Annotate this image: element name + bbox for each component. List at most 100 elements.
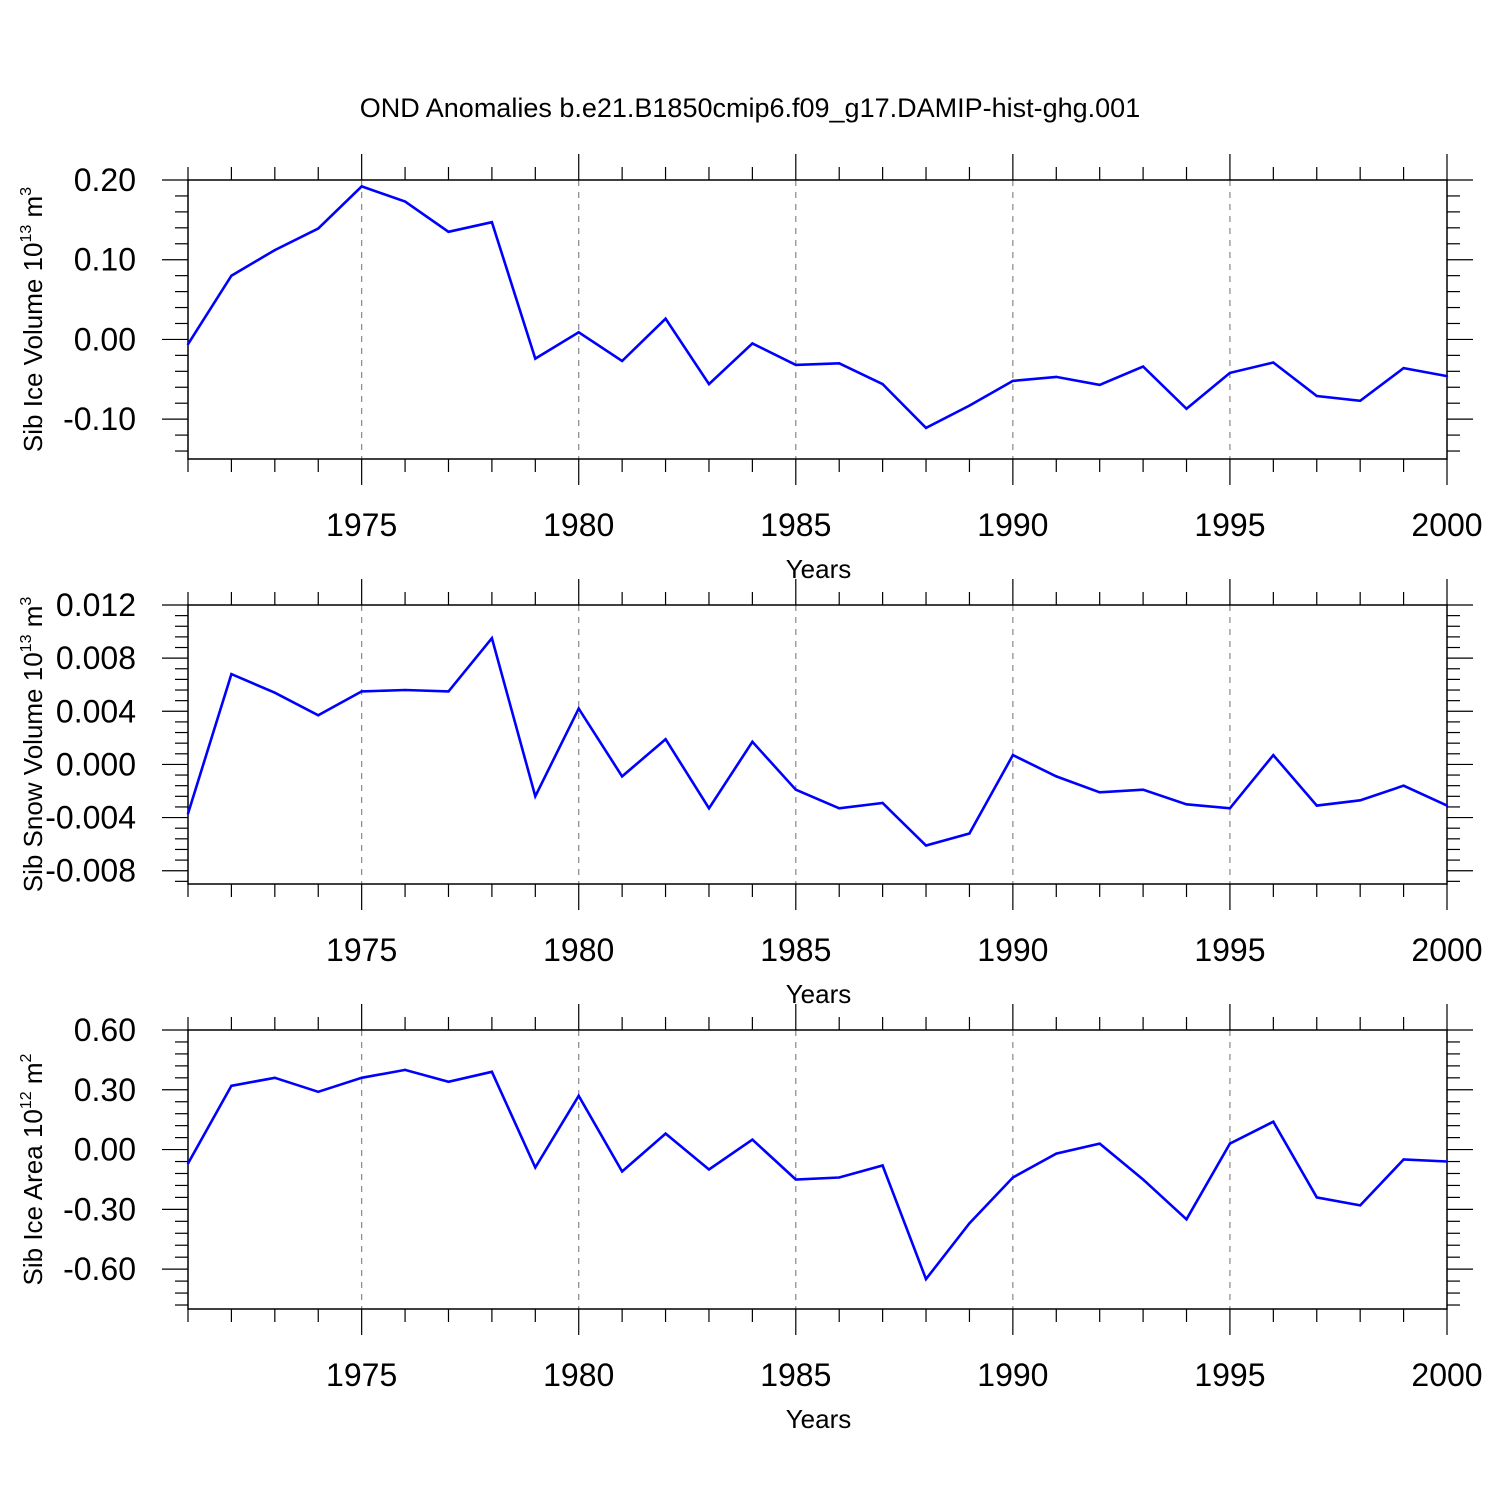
x-tick-label: 1975: [326, 507, 397, 543]
data-point: [620, 1170, 624, 1173]
data-point: [707, 1168, 711, 1171]
data-point: [1402, 366, 1405, 370]
data-point: [1402, 1158, 1405, 1161]
data-point: [968, 404, 971, 407]
y-tick-label: 0.012: [56, 587, 136, 623]
y-axis-label-part: m: [18, 1062, 48, 1091]
data-point: [838, 362, 841, 365]
data-point: [664, 317, 667, 320]
data-point: [186, 812, 190, 815]
data-point: [1141, 788, 1145, 791]
data-point: [1228, 371, 1232, 375]
data-point: [664, 737, 667, 741]
y-axis-label-superscript: 2: [18, 1053, 35, 1062]
y-axis-label-superscript: 3: [18, 187, 35, 196]
panels: 0.20 0.10 0.00 -0.10 1975 1980 1985 1990 1995 200…: [18, 154, 1483, 1434]
data-point: [577, 707, 580, 710]
data-point: [1011, 753, 1015, 757]
data-point: [273, 248, 277, 252]
y-axis-label: Sib Ice Volume 1013 m3: [18, 187, 48, 452]
data-point: [230, 1084, 233, 1088]
panel-3: 0.60 0.30 0.00 -0.30 -0.60 1975 1980 1985 1990 19…: [18, 1004, 1483, 1434]
data-point: [1315, 394, 1318, 398]
y-tick-label: 0.00: [74, 1132, 136, 1168]
data-point: [577, 1094, 580, 1097]
y-axis-label-superscript: 13: [18, 634, 35, 652]
data-point: [881, 382, 884, 386]
data-point: [403, 200, 407, 203]
x-tick-label: 1975: [326, 932, 397, 968]
x-tick-label: 1985: [760, 507, 831, 543]
y-tick-label: 0.00: [74, 321, 136, 357]
data-point: [1358, 799, 1362, 802]
data-point: [924, 426, 928, 430]
y-tick-label: 0.10: [74, 242, 136, 278]
y-axis-label-part: Sib Ice Area 10: [18, 1109, 48, 1285]
y-axis-label-part: Sib Snow Volume 10: [18, 652, 48, 892]
data-point: [1272, 753, 1275, 757]
y-axis-label-superscript: 3: [18, 597, 35, 606]
y-tick-label: -0.30: [63, 1191, 136, 1227]
data-point: [968, 1222, 971, 1225]
data-point: [751, 342, 754, 345]
y-axis-label-part: Sib Ice Volume 10: [18, 243, 48, 453]
data-point: [230, 274, 233, 277]
data-point: [751, 1138, 754, 1141]
x-tick-label: 1980: [543, 1357, 614, 1393]
y-axis-label-superscript: 12: [18, 1091, 35, 1109]
plot-frame: [187, 1029, 1448, 1310]
data-point: [707, 382, 711, 386]
data-point: [403, 688, 407, 692]
data-point: [1185, 803, 1188, 806]
data-point: [838, 1176, 841, 1179]
data-point: [1315, 804, 1318, 807]
x-axis-label: Years: [786, 979, 852, 1009]
y-tick-label: 0.004: [56, 693, 136, 729]
data-point: [620, 775, 624, 778]
y-tick-label: 0.30: [74, 1072, 136, 1108]
data-point: [186, 1162, 190, 1165]
x-axis-label: Years: [786, 554, 852, 584]
data-point: [534, 357, 537, 360]
y-tick-label: 0.60: [74, 1012, 136, 1048]
x-tick-label: 1980: [543, 932, 614, 968]
x-tick-label: 1990: [977, 507, 1048, 543]
panel-2: 0.012 0.008 0.004 0.000 -0.004 -0.008 1975 1980…: [18, 579, 1483, 1009]
data-point: [230, 672, 233, 676]
series-line: [186, 1068, 1448, 1282]
data-point: [490, 1070, 494, 1074]
data-point: [577, 331, 580, 334]
data-point: [1141, 1178, 1145, 1181]
plot-frame: [187, 179, 1448, 460]
data-point: [664, 1132, 667, 1135]
data-point: [1055, 375, 1058, 379]
data-point: [1445, 1160, 1449, 1163]
y-tick-label: -0.008: [45, 853, 136, 889]
data-point: [1185, 407, 1188, 410]
plot-frame: [187, 604, 1448, 885]
data-point: [924, 1277, 928, 1281]
x-tick-label: 1990: [977, 1357, 1048, 1393]
x-tick-label: 2000: [1411, 932, 1482, 968]
data-point: [1445, 374, 1449, 378]
data-point: [881, 1164, 884, 1167]
data-point: [1011, 379, 1015, 383]
data-point: [403, 1068, 407, 1072]
data-point: [1402, 784, 1405, 787]
data-point: [1055, 775, 1058, 778]
x-axis-label: Years: [786, 1404, 852, 1434]
data-point: [1011, 1176, 1015, 1179]
x-tick-label: 2000: [1411, 507, 1482, 543]
data-point: [1358, 1204, 1362, 1207]
data-point: [968, 832, 971, 835]
data-point: [794, 363, 797, 367]
data-point: [794, 788, 797, 791]
y-tick-label: -0.10: [63, 401, 136, 437]
data-point: [360, 690, 363, 693]
data-point: [838, 807, 841, 810]
panel-1: 0.20 0.10 0.00 -0.10 1975 1980 1985 1990 1995 200…: [18, 154, 1483, 584]
y-axis-label-part: m: [18, 606, 48, 635]
y-axis-label: Sib Ice Area 1012 m2: [18, 1053, 48, 1285]
data-point: [1055, 1152, 1058, 1155]
data-point: [1315, 1196, 1318, 1199]
